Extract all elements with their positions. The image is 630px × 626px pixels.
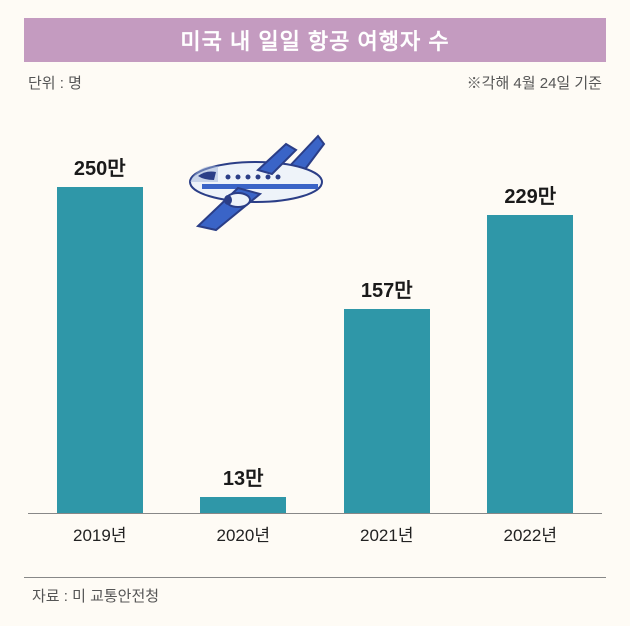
bar-value-label: 157만 — [361, 274, 413, 303]
x-axis-label: 2022년 — [467, 521, 593, 546]
meta-row: 단위 : 명 ※각해 4월 24일 기준 — [28, 72, 602, 93]
chart-title-bar: 미국 내 일일 항공 여행자 수 — [24, 18, 606, 62]
x-axis-label: 2020년 — [180, 521, 306, 546]
bar-value-label: 250만 — [74, 152, 126, 181]
unit-label: 단위 : 명 — [28, 72, 82, 93]
note-label: ※각해 4월 24일 기준 — [467, 72, 602, 93]
chart-title: 미국 내 일일 항공 여행자 수 — [180, 24, 449, 56]
bar — [200, 497, 286, 514]
source-divider — [24, 577, 606, 578]
x-axis-label: 2021년 — [324, 521, 450, 546]
bar-value-label: 13만 — [223, 462, 264, 491]
x-axis-labels: 2019년 2020년 2021년 2022년 — [28, 521, 602, 546]
bar — [57, 187, 143, 514]
airplane-icon — [168, 130, 328, 235]
bar — [487, 215, 573, 514]
bar-group: 250만 — [37, 152, 163, 514]
x-axis-label: 2019년 — [37, 521, 163, 546]
source-label: 자료 : 미 교통안전청 — [32, 585, 159, 606]
bar-value-label: 229만 — [504, 180, 556, 209]
x-axis-line — [28, 513, 602, 514]
bar-group: 13만 — [180, 462, 306, 514]
bar-group: 157만 — [324, 274, 450, 514]
bar — [344, 309, 430, 514]
bar-group: 229만 — [467, 180, 593, 514]
